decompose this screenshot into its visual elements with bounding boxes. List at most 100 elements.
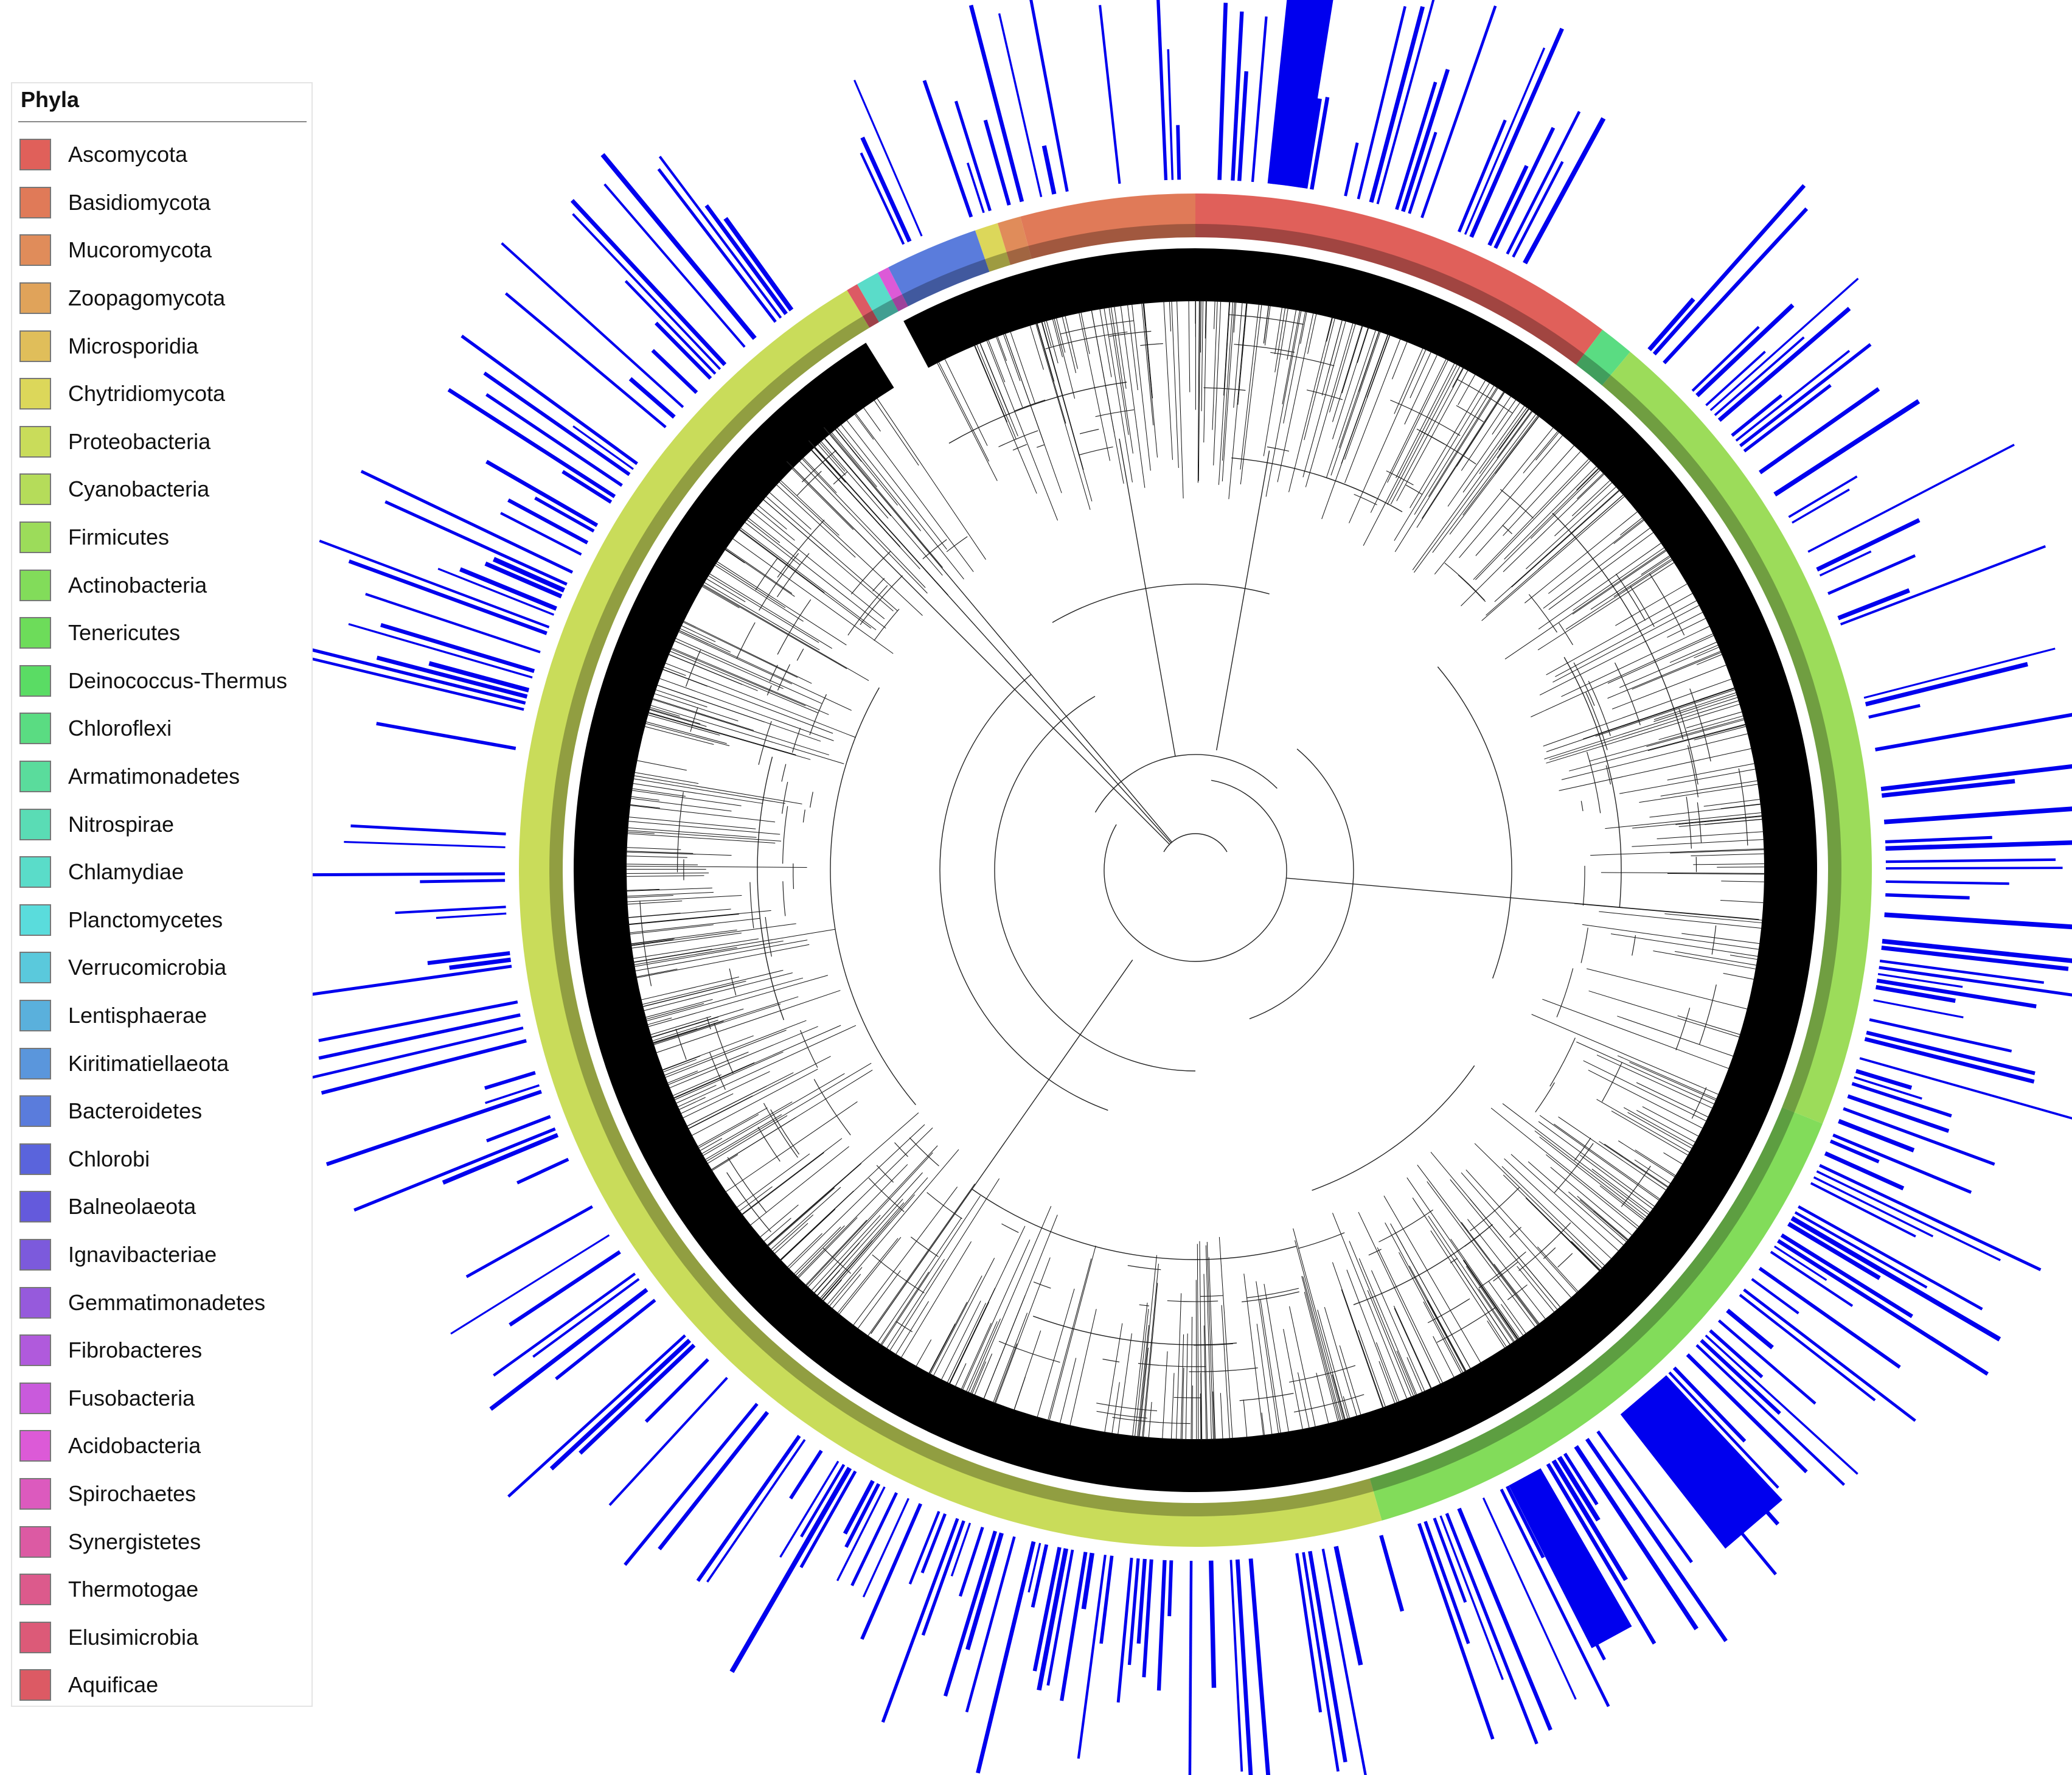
- outer-bar: [862, 1498, 909, 1598]
- tree-branch: [1501, 1166, 1606, 1267]
- tree-arc: [1323, 476, 1376, 498]
- tree-branch: [1412, 408, 1530, 570]
- tree-branch: [1169, 300, 1172, 332]
- legend-swatch: [19, 521, 51, 554]
- outer-bar: [572, 213, 721, 371]
- outer-bar: [696, 1434, 801, 1582]
- tip-band-segment: [903, 248, 1195, 368]
- outer-bar: [1077, 1555, 1107, 1759]
- tree-branch: [667, 1051, 749, 1086]
- tree-branch: [1393, 1305, 1433, 1389]
- tree-branch: [630, 929, 737, 944]
- tree-branch: [1062, 315, 1077, 374]
- outer-bar-block: [1285, 0, 1333, 188]
- tree-branch: [1218, 301, 1231, 485]
- outer-bar: [1788, 475, 1858, 518]
- tree-arc: [1060, 320, 1134, 335]
- tree-branch: [1670, 849, 1765, 854]
- tree-branch: [642, 983, 734, 1007]
- tree-arc: [1390, 399, 1461, 436]
- tree-branch: [640, 976, 740, 1000]
- tree-branch: [625, 863, 698, 865]
- tree-arc: [1699, 984, 1717, 1045]
- tree-branch: [805, 1145, 938, 1287]
- outer-bar: [1027, 1543, 1041, 1593]
- tree-branch: [648, 706, 680, 717]
- tree-branch: [666, 1070, 698, 1084]
- tree-branch: [699, 1138, 723, 1152]
- tree-branch: [1647, 724, 1747, 751]
- tree-arc: [763, 1103, 798, 1158]
- tree-arc: [1535, 1082, 1555, 1113]
- tree-branch: [628, 924, 714, 935]
- tree-branch: [873, 399, 919, 466]
- tree-branch: [1197, 1244, 1199, 1440]
- tree-arc: [1140, 343, 1163, 346]
- tree-arc: [939, 674, 1108, 1111]
- outer-bar: [628, 377, 676, 419]
- outer-bar: [1819, 1163, 2042, 1272]
- outer-bar: [1700, 1339, 1781, 1415]
- tree-arc: [676, 792, 684, 873]
- tree-arc: [1306, 389, 1343, 400]
- tree-branch: [1452, 366, 1464, 388]
- tree-branch: [1417, 1165, 1539, 1326]
- tree-branch: [1137, 1325, 1149, 1438]
- tree-branch: [1240, 304, 1262, 485]
- tree-branch: [1256, 1323, 1273, 1435]
- tree-branch: [915, 1339, 932, 1367]
- tree-branch: [1502, 1103, 1650, 1216]
- tree-arc: [1079, 428, 1099, 434]
- tree-branch: [1274, 307, 1286, 372]
- outer-bar: [799, 1470, 857, 1569]
- tree-branch: [1504, 1158, 1613, 1260]
- tree-branch: [1559, 748, 1753, 791]
- outer-bar: [420, 879, 506, 884]
- tree-branch: [647, 1017, 672, 1025]
- legend-item: Basidiomycota: [19, 179, 287, 227]
- tree-branch: [1561, 733, 1749, 780]
- tree-branches: [625, 299, 1765, 1440]
- tree-branch: [1046, 319, 1059, 364]
- tree-branch: [829, 432, 943, 568]
- tree-arc: [1444, 562, 1485, 601]
- tree-branch: [1473, 458, 1590, 580]
- tree-branch: [1037, 322, 1055, 382]
- outer-bar: [384, 500, 568, 586]
- tree-arc: [1509, 1227, 1521, 1238]
- legend-item: Kiritimatiellaeota: [19, 1039, 287, 1087]
- outer-bar: [436, 912, 507, 919]
- tree-branch: [1370, 358, 1447, 513]
- ring-inner-shade: [1576, 354, 1611, 386]
- tree-branch: [627, 830, 782, 842]
- tree-branch: [876, 397, 986, 560]
- tree-branch: [1305, 322, 1354, 487]
- tree-branch: [1233, 302, 1243, 408]
- tree-branch: [1537, 1246, 1579, 1292]
- tree-branch: [1375, 1342, 1400, 1403]
- tree-branch: [1387, 359, 1449, 483]
- tree-branch: [682, 1093, 734, 1119]
- tree-arc: [791, 728, 801, 753]
- outer-bar: [1668, 1371, 1779, 1489]
- tree-branch: [1321, 333, 1389, 520]
- tree-branch: [645, 977, 804, 1022]
- tree-branch: [1450, 1179, 1559, 1311]
- ring-segment: [1369, 1107, 1823, 1521]
- ring-inner-shade: [1602, 375, 1841, 1112]
- tree-arc: [1242, 1291, 1299, 1303]
- tree-arc: [1267, 446, 1290, 452]
- tree-branch: [971, 1361, 987, 1395]
- tree-branch: [1216, 450, 1270, 751]
- outer-bar: [1445, 1513, 1538, 1745]
- tree-branch: [778, 481, 923, 616]
- tree-branch: [1208, 1257, 1216, 1440]
- tree-branch: [1283, 1328, 1304, 1431]
- tree-branch: [680, 1071, 770, 1115]
- tree-arc: [1368, 1249, 1382, 1256]
- tree-branch: [1346, 1269, 1398, 1404]
- tree-branch: [1617, 1055, 1718, 1100]
- tree-branch: [630, 932, 742, 949]
- tree-branch: [1490, 1107, 1640, 1228]
- tree-branch: [678, 1097, 706, 1111]
